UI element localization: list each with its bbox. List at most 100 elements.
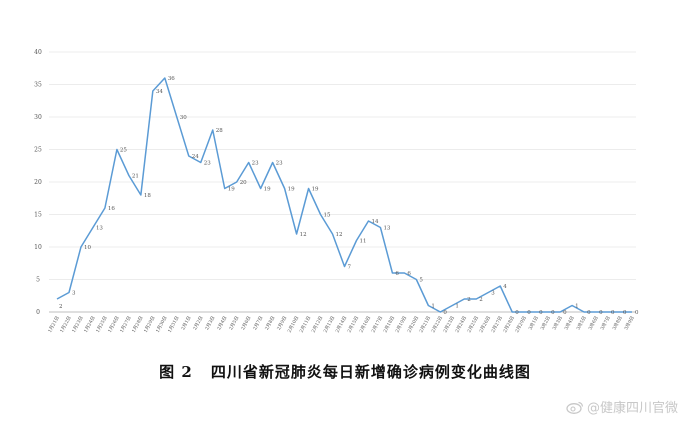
x-tick-label: 1月26日 [107, 315, 121, 334]
data-label: 0 [563, 310, 567, 316]
x-tick-label: 3月5日 [575, 315, 587, 331]
x-tick-label: 1月28日 [131, 315, 145, 334]
data-label: 11 [359, 239, 366, 245]
x-tick-label: 1月31日 [167, 315, 181, 334]
x-tick-label: 3月4日 [564, 315, 576, 331]
x-tick-label: 1月25日 [95, 315, 109, 334]
x-tick-label: 2月17日 [370, 315, 384, 334]
y-tick-label: 10 [34, 244, 42, 251]
data-label: 0 [539, 310, 543, 316]
data-label: 0 [443, 310, 447, 316]
series-line [56, 77, 632, 313]
series-daily-new-cases [56, 77, 632, 313]
y-tick-label: 30 [34, 114, 42, 121]
y-tick-label: 0 [36, 309, 40, 316]
x-tick-label: 2月18日 [382, 315, 396, 334]
x-tick-label: 2月10日 [287, 315, 301, 334]
data-label: 0 [623, 310, 627, 316]
x-tick-label: 2月6日 [240, 315, 252, 331]
x-tick-label: 1月29日 [143, 315, 157, 334]
data-label: 10 [84, 245, 91, 251]
y-tick-label: 25 [34, 147, 42, 154]
data-label: 24 [192, 154, 199, 160]
data-label: 0 [515, 310, 519, 316]
y-tick-label: 40 [34, 49, 42, 56]
data-label: 34 [156, 89, 163, 95]
x-tick-label: 1月27日 [119, 315, 133, 334]
x-tick-label: 2月29日 [514, 315, 528, 334]
data-label: 28 [216, 128, 223, 134]
x-tick-label: 2月19日 [394, 315, 408, 334]
data-label: 19 [312, 187, 319, 193]
x-tick-label: 2月3日 [204, 315, 216, 331]
y-tick-label: 35 [34, 82, 42, 89]
x-tick-label: 2月5日 [228, 315, 240, 331]
data-label: 36 [168, 76, 175, 82]
data-label: 7 [348, 265, 352, 271]
data-label: 2 [59, 304, 63, 310]
data-label: 19 [288, 187, 295, 193]
data-label: 0 [551, 310, 555, 316]
figure-label: 图 2 [159, 363, 193, 381]
data-label: 0 [635, 310, 639, 316]
data-label: 6 [407, 271, 411, 277]
data-label: 4 [503, 284, 507, 290]
data-label: 0 [611, 310, 615, 316]
weibo-icon [566, 401, 584, 414]
data-label: 19 [228, 187, 235, 193]
data-label: 12 [300, 232, 307, 238]
x-tick-label: 3月8日 [611, 315, 623, 331]
x-tick-label: 2月13日 [323, 315, 337, 334]
x-tick-label: 2月23日 [442, 315, 456, 334]
data-label: 12 [336, 232, 343, 238]
data-label: 6 [395, 271, 399, 277]
data-label: 0 [527, 310, 531, 316]
data-label: 13 [383, 226, 390, 232]
x-tick-label: 1月21日 [47, 315, 61, 334]
x-tick-label: 2月16日 [358, 315, 372, 334]
x-tick-label: 1月24日 [83, 315, 97, 334]
data-label: 5 [419, 278, 423, 284]
x-tick-label: 2月22日 [430, 315, 444, 334]
y-tick-label: 20 [34, 179, 42, 186]
x-tick-label: 2月21日 [418, 315, 432, 334]
x-tick-label: 3月1日 [528, 315, 540, 331]
x-tick-label: 2月20日 [406, 315, 420, 334]
x-tick-label: 2月24日 [454, 315, 468, 334]
x-tick-label: 2月1日 [180, 315, 192, 331]
data-labels: 2310131625211834363024232819202319231912… [59, 76, 639, 316]
data-label: 0 [587, 310, 591, 316]
data-label: 1 [575, 304, 579, 310]
x-tick-label: 2月14日 [335, 315, 349, 334]
x-tick-label: 3月6日 [587, 315, 599, 331]
data-label: 2 [479, 297, 483, 303]
x-tick-label: 3月7日 [599, 315, 611, 331]
data-label: 3 [491, 291, 495, 297]
data-label: 23 [252, 161, 259, 167]
data-label: 16 [108, 206, 115, 212]
x-tick-label: 3月2日 [540, 315, 552, 331]
x-tick-label: 2月4日 [216, 315, 228, 331]
x-tick-label: 2月9日 [276, 315, 288, 331]
x-tick-label: 2月27日 [490, 315, 504, 334]
x-tick-label: 2月7日 [252, 315, 264, 331]
data-label: 3 [72, 291, 76, 297]
data-label: 1 [431, 304, 435, 310]
x-tick-label: 1月23日 [71, 315, 85, 334]
data-label: 25 [120, 148, 127, 154]
data-label: 18 [144, 193, 151, 199]
x-tick-label: 2月15日 [347, 315, 361, 334]
x-tick-label: 3月9日 [623, 315, 635, 331]
data-label: 21 [132, 174, 139, 180]
x-tick-label: 2月26日 [478, 315, 492, 334]
y-tick-label: 5 [36, 277, 40, 284]
data-label: 19 [264, 187, 271, 193]
chart-gridlines [49, 51, 636, 313]
x-tick-label: 1月30日 [155, 315, 169, 334]
data-label: 23 [204, 161, 211, 167]
x-tick-label: 1月22日 [59, 315, 73, 334]
x-tick-label: 2月11日 [299, 315, 313, 334]
data-label: 1 [455, 304, 459, 310]
x-tick-label: 2月2日 [192, 315, 204, 331]
